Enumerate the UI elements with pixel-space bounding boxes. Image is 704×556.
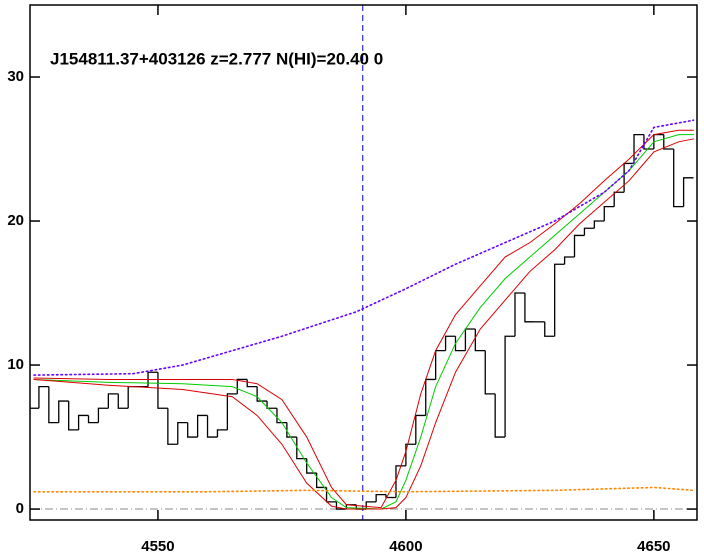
flux-step (167, 408, 178, 445)
flux-step (226, 393, 238, 430)
flux-step (375, 494, 387, 502)
series-line (33, 129, 695, 509)
flux-step (494, 393, 506, 438)
flux-step (405, 443, 416, 466)
flux-step (97, 407, 109, 423)
flux-step (315, 473, 327, 489)
flux-step (206, 415, 218, 438)
y-tick-label: 0 (16, 500, 24, 517)
flux-step (504, 335, 516, 438)
flux-step (38, 385, 49, 409)
flux-step (395, 465, 406, 498)
series-line (33, 119, 695, 376)
flux-step (425, 378, 436, 416)
flux-step (554, 263, 565, 337)
flux-step (77, 414, 89, 430)
x-tick-label: 4600 (389, 538, 422, 555)
flux-step (127, 385, 139, 409)
flux-step (335, 501, 347, 510)
flux-step (454, 336, 466, 352)
flux-step (196, 414, 208, 438)
flux-step (157, 372, 168, 409)
flux-step (68, 401, 79, 431)
y-tick-label: 30 (7, 68, 24, 85)
flux-step (474, 329, 486, 352)
flux-step (593, 220, 605, 229)
flux-step (58, 400, 69, 423)
chart-title: J154811.37+403126 z=2.777 N(HI)=20.40 0 (50, 49, 383, 68)
y-tick-label: 10 (7, 356, 24, 373)
plot (30, 5, 697, 520)
y-tick-label: 20 (7, 212, 24, 229)
series-line (33, 138, 695, 510)
flux-step (444, 335, 456, 351)
flux-step (643, 134, 654, 150)
series-line (33, 486, 695, 493)
flux-step (583, 227, 595, 236)
flux-step (365, 501, 377, 510)
flux-step (87, 415, 99, 424)
flux-step (563, 256, 575, 265)
flux-step (177, 421, 188, 445)
x-tick-label: 4650 (637, 538, 670, 555)
flux-step (682, 177, 694, 207)
flux-step (187, 422, 198, 438)
flux-step (117, 393, 129, 409)
flux-step (276, 408, 287, 424)
flux-step (296, 437, 307, 460)
flux-step (613, 191, 625, 207)
flux-step (286, 422, 297, 438)
series-line (33, 134, 695, 510)
flux-step (544, 321, 555, 337)
flux-step (524, 293, 535, 323)
plot-frame (29, 4, 698, 521)
flux-step (107, 393, 119, 409)
flux-step (48, 386, 59, 424)
flux-step (573, 234, 585, 258)
flux-step (216, 429, 228, 438)
flux-step (415, 414, 426, 445)
flux-step (673, 149, 684, 208)
flux-step (484, 350, 496, 395)
flux-step (623, 162, 635, 193)
x-tick-label: 4550 (141, 538, 174, 555)
flux-step (266, 401, 277, 409)
flux-step (147, 371, 158, 387)
flux-step (514, 292, 525, 337)
flux-step (256, 386, 268, 402)
flux-step (603, 205, 615, 222)
